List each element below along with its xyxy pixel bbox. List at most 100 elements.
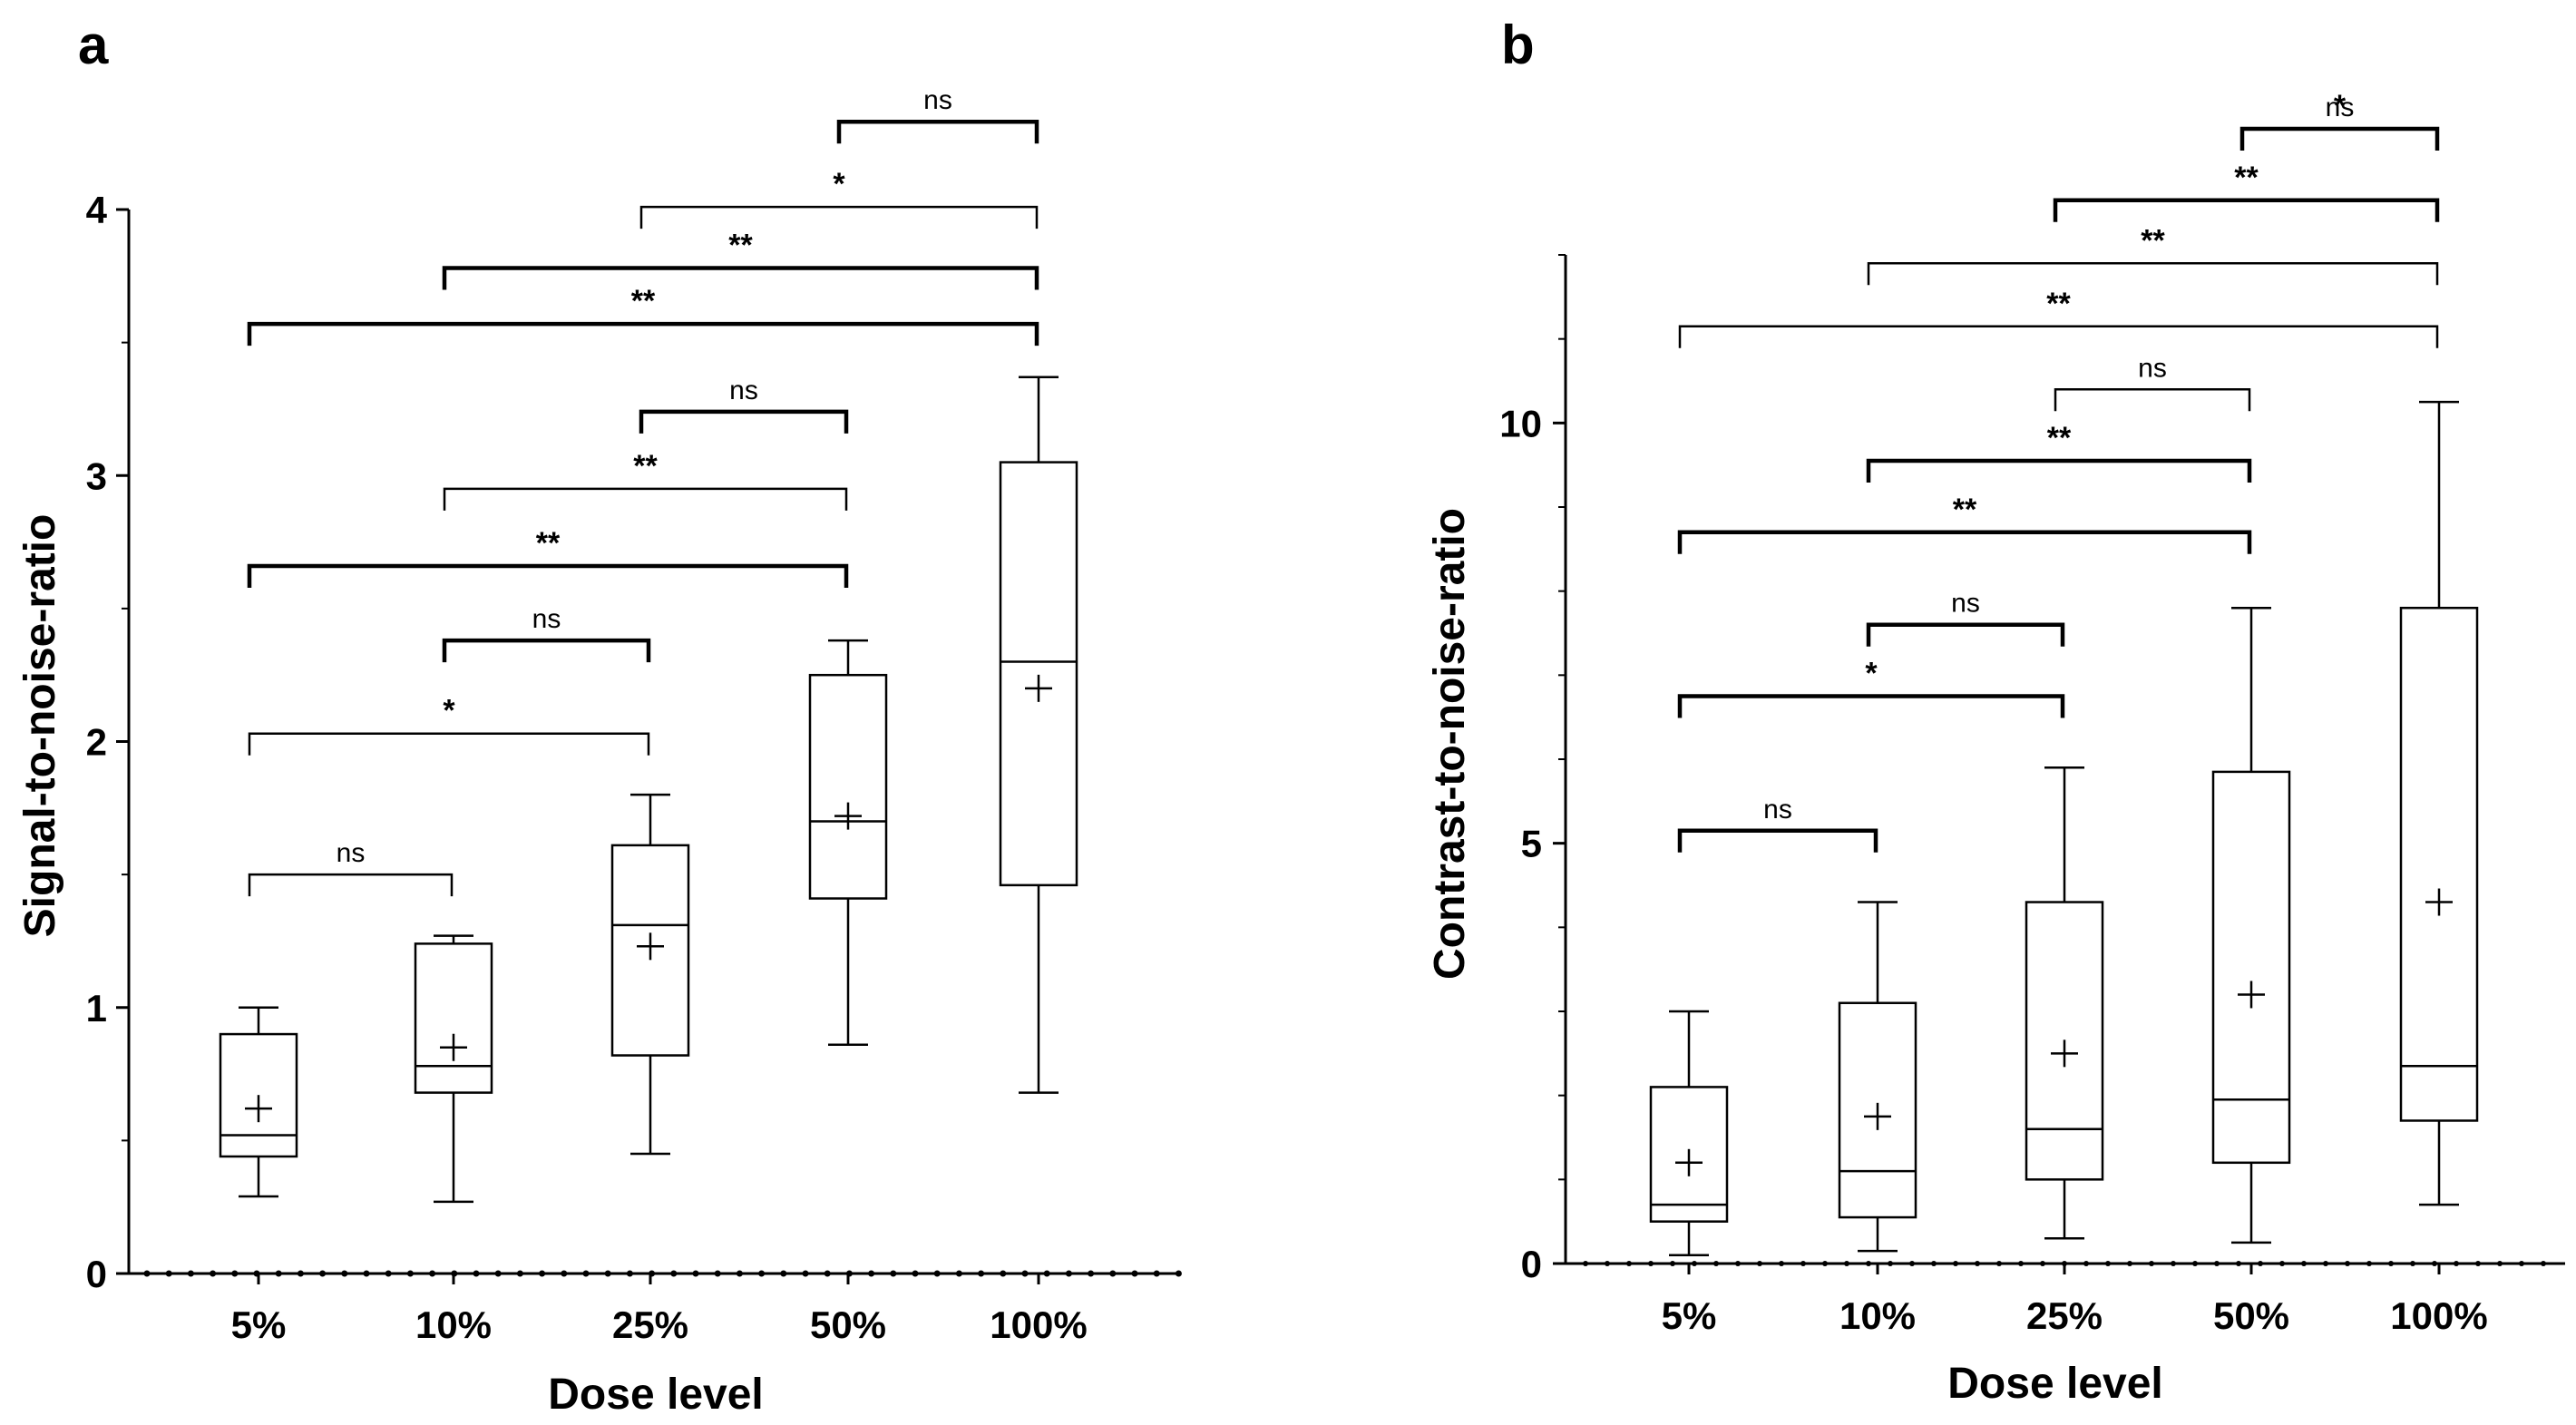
- panel-b-x-axis-dot: [2018, 1261, 2024, 1266]
- panel-a-x-axis-dot: [736, 1270, 743, 1277]
- significance-label: **: [2046, 287, 2071, 321]
- significance-label: **: [536, 526, 561, 561]
- panel-a-x-axis-dot: [363, 1270, 370, 1277]
- panel-a-x-tick-label: 100%: [990, 1303, 1087, 1346]
- panel-b-letter: b: [1501, 15, 1535, 75]
- panel-a-x-axis-dot: [231, 1270, 239, 1277]
- panel-a-x-axis-dot: [385, 1270, 392, 1277]
- panel-a-x-axis-dot: [406, 1270, 414, 1277]
- panel-b-box-3: [2025, 766, 2104, 1240]
- panel-a-x-tick-label: 50%: [810, 1303, 886, 1346]
- significance-label: *: [1865, 657, 1878, 691]
- significance-bracket: [442, 266, 1039, 290]
- significance-bracket: [639, 409, 849, 434]
- panel-b-box-5: [2399, 400, 2479, 1206]
- panel-b-x-axis-title: Dose level: [1947, 1360, 2162, 1408]
- panel-a-significance-6: ns: [639, 376, 849, 434]
- panel-b-significance-11: ns: [2239, 93, 2440, 151]
- panel-a-x-tick-label: 25%: [612, 1303, 688, 1346]
- significance-bracket: [248, 732, 650, 756]
- panel-b-x-axis-dot: [2345, 1261, 2350, 1266]
- panel-b-x-tick-label: 50%: [2213, 1294, 2289, 1337]
- panel-b-x-tick-label: 25%: [2026, 1294, 2103, 1337]
- panel-a-x-tick-label: 10%: [415, 1303, 492, 1346]
- panel-b-x-axis-dot: [2105, 1261, 2111, 1266]
- panel-a-x-axis-dot: [582, 1270, 590, 1277]
- significance-bracket: [2239, 126, 2440, 151]
- box-iqr: [414, 942, 493, 1094]
- panel-b-significance-9: **: [2053, 161, 2440, 222]
- panel-a-x-axis-dot: [868, 1270, 875, 1277]
- panel-a-x-axis-dot: [670, 1270, 678, 1277]
- panel-a-x-axis-dot: [210, 1270, 217, 1277]
- panel-a-x-axis-dot: [561, 1270, 568, 1277]
- significance-label: **: [1953, 493, 1977, 527]
- panel-a-y-axis-title: Signal-to-noise-ratio: [16, 514, 64, 938]
- significance-bracket: [443, 487, 848, 511]
- panel-b-x-axis-dot: [1626, 1261, 1632, 1266]
- panel-a-x-axis-dot: [429, 1270, 436, 1277]
- panel-a-x-axis-dot: [539, 1270, 546, 1277]
- significance-label: ns: [1763, 795, 1792, 825]
- significance-label: ns: [2326, 93, 2355, 122]
- panel-a-x-axis-dot: [802, 1270, 809, 1277]
- panel-b-x-axis-dot: [1757, 1261, 1762, 1266]
- box-iqr: [2399, 606, 2479, 1122]
- panel-a-box-4: [808, 639, 888, 1047]
- significance-label: ns: [532, 604, 561, 634]
- panel-a-x-axis-dot: [1043, 1270, 1050, 1277]
- significance-label: ns: [1951, 589, 1980, 619]
- significance-bracket: [1866, 622, 2065, 647]
- box-iqr: [219, 1032, 298, 1158]
- panel-a-significance-9: *: [639, 167, 1039, 229]
- box-iqr: [999, 461, 1078, 887]
- panel-b-x-axis-dot: [1822, 1261, 1828, 1266]
- panel-b-x-axis-dot: [2432, 1261, 2437, 1266]
- panel-a-x-axis-dot: [1088, 1270, 1095, 1277]
- panel-a-y-tick-label: 3: [86, 454, 107, 497]
- panel-a-x-axis-dot: [1131, 1270, 1138, 1277]
- panel-b-x-axis-dot: [2258, 1261, 2263, 1266]
- panel-a-y-tick-label: 0: [86, 1253, 107, 1295]
- panel-b-significance-7: **: [1678, 287, 2439, 348]
- panel-b-x-axis-dot: [1953, 1261, 1958, 1266]
- box-iqr: [1649, 1086, 1729, 1223]
- panel-b-significance-1: ns: [1677, 795, 1878, 853]
- panel-b-x-axis-dot: [1844, 1261, 1849, 1266]
- panel-a-x-tick-label: 5%: [231, 1303, 287, 1346]
- panel-b-x-axis-dot: [1670, 1261, 1675, 1266]
- significance-bracket: [1867, 262, 2439, 286]
- panel-a-x-axis-dot: [516, 1270, 523, 1277]
- panel-a-x-axis-dot: [912, 1270, 919, 1277]
- panel-b-y-tick-label: 10: [1499, 402, 1542, 444]
- panel-b-x-axis-dot: [1605, 1261, 1610, 1266]
- panel-b-x-axis-dot: [2192, 1261, 2198, 1266]
- panel-a-x-axis-dot: [275, 1270, 282, 1277]
- significance-label: *: [833, 167, 845, 201]
- box-iqr: [808, 673, 888, 900]
- significance-label: *: [2334, 89, 2347, 123]
- significance-bracket: [2054, 388, 2251, 412]
- significance-bracket: [2240, 127, 2439, 151]
- significance-label: **: [2047, 421, 2072, 455]
- panel-a-x-axis-dot: [165, 1270, 172, 1277]
- significance-bracket: [1677, 828, 1878, 853]
- significance-bracket: [2053, 198, 2440, 222]
- panel-b-box-4: [2211, 606, 2291, 1244]
- panel-a-x-axis-dot: [143, 1270, 151, 1277]
- panel-b-x-axis-dot: [1888, 1261, 1893, 1266]
- panel-a-y-tick-label: 1: [86, 987, 107, 1030]
- panel-a-y-tick-label: 2: [86, 721, 107, 764]
- panel-b-x-axis-dot: [2279, 1261, 2285, 1266]
- panel-b-x-tick-label: 100%: [2390, 1294, 2487, 1337]
- panel-b-significance-3: ns: [1866, 589, 2065, 647]
- panel-a-letter: a: [78, 15, 109, 75]
- panel-a-x-axis-dot: [890, 1270, 897, 1277]
- panel-a-x-axis-dot: [341, 1270, 348, 1277]
- significance-label: ns: [729, 376, 758, 405]
- significance-bracket: [1677, 530, 2252, 554]
- panel-b-x-axis-dot: [1735, 1261, 1741, 1266]
